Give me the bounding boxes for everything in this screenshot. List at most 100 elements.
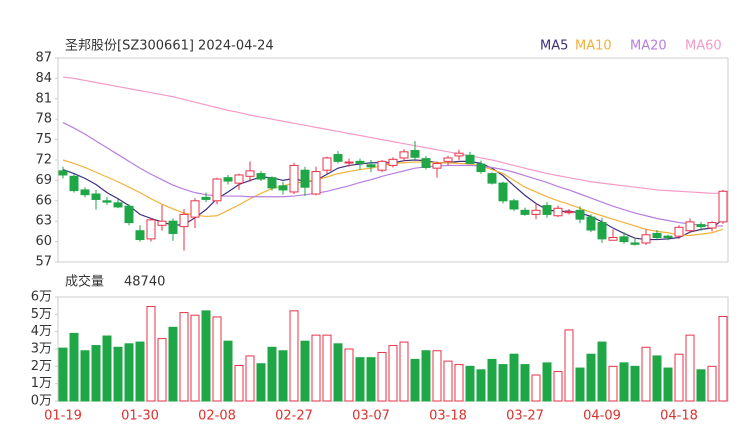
y-tick-label: 6万 bbox=[31, 290, 52, 305]
candle-body bbox=[80, 189, 90, 196]
candle-body bbox=[168, 220, 178, 234]
y-tick-label: 0万 bbox=[31, 394, 52, 409]
candle-body bbox=[333, 154, 343, 162]
candle-body bbox=[146, 219, 156, 240]
volume-bar bbox=[465, 365, 475, 402]
candle-body bbox=[366, 164, 376, 168]
volume-bar bbox=[641, 346, 651, 402]
volume-bar bbox=[542, 362, 552, 402]
volume-bar bbox=[476, 369, 486, 402]
candle-body bbox=[300, 169, 310, 188]
candle-body bbox=[674, 226, 684, 237]
candle-body bbox=[465, 154, 475, 164]
candle-body bbox=[157, 220, 167, 226]
candle-body bbox=[278, 185, 288, 191]
candle-body bbox=[388, 158, 398, 166]
volume-bar bbox=[410, 358, 420, 402]
legend-entry: MA20 bbox=[630, 39, 667, 54]
volume-bar bbox=[102, 335, 112, 402]
chart-title: 圣邦股份[SZ300661] 2024-04-24 bbox=[65, 39, 274, 54]
ma-line bbox=[62, 76, 723, 194]
volume-bar bbox=[344, 348, 354, 402]
x-tick-label: 03-18 bbox=[429, 409, 467, 424]
y-tick-label: 63 bbox=[35, 214, 52, 229]
candle-body bbox=[102, 200, 112, 203]
y-tick-label: 78 bbox=[35, 112, 52, 127]
y-tick-label: 1万 bbox=[31, 376, 52, 391]
candle-body bbox=[212, 178, 222, 202]
volume-bar bbox=[256, 363, 266, 402]
candle-body bbox=[135, 230, 145, 241]
x-tick-label: 02-27 bbox=[275, 409, 313, 424]
candle-body bbox=[498, 182, 508, 202]
y-tick-label: 5万 bbox=[31, 307, 52, 322]
volume-bar bbox=[487, 358, 497, 402]
volume-bar bbox=[608, 365, 618, 402]
candle-body bbox=[619, 236, 629, 243]
candle-body bbox=[652, 232, 662, 239]
x-tick-label: 02-08 bbox=[198, 409, 236, 424]
volume-bar bbox=[685, 334, 695, 402]
volume-bar bbox=[520, 364, 530, 402]
y-tick-label: 75 bbox=[35, 132, 52, 147]
legend-entry: MA60 bbox=[685, 39, 722, 54]
volume-bar bbox=[564, 329, 574, 402]
ma-line bbox=[62, 122, 723, 227]
y-tick-label: 84 bbox=[35, 71, 52, 86]
candle-body bbox=[179, 213, 189, 228]
volume-bar bbox=[432, 350, 442, 402]
volume-bar bbox=[278, 350, 288, 402]
volume-bar bbox=[696, 369, 706, 402]
x-tick-label: 04-09 bbox=[583, 409, 621, 424]
volume-bar bbox=[619, 362, 629, 402]
candle-body bbox=[91, 193, 101, 200]
candle-body bbox=[124, 205, 134, 224]
candle-body bbox=[542, 205, 552, 215]
candle-body bbox=[553, 207, 563, 217]
y-tick-label: 72 bbox=[35, 153, 52, 168]
volume-bar bbox=[80, 350, 90, 402]
legend-entry: MA5 bbox=[540, 39, 568, 54]
candle-body bbox=[531, 209, 541, 215]
volume-bar bbox=[267, 346, 277, 402]
candle-body bbox=[575, 209, 585, 220]
volume-bar bbox=[674, 353, 684, 402]
candle-body bbox=[311, 171, 321, 195]
candle-body bbox=[509, 200, 519, 210]
y-tick-label: 3万 bbox=[31, 342, 52, 357]
candle-body bbox=[454, 152, 464, 157]
volume-bar bbox=[58, 347, 68, 402]
volume-bar bbox=[553, 371, 563, 402]
candle-body bbox=[641, 234, 651, 244]
volume-bar bbox=[289, 310, 299, 402]
volume-bar bbox=[652, 355, 662, 402]
candle-body bbox=[58, 170, 68, 176]
volume-bar bbox=[322, 334, 332, 402]
volume-bar bbox=[300, 340, 310, 402]
candle-body bbox=[113, 202, 123, 208]
volume-bar bbox=[179, 312, 189, 402]
volume-bar bbox=[135, 341, 145, 402]
volume-bar bbox=[454, 364, 464, 402]
volume-bar bbox=[124, 343, 134, 402]
candle-body bbox=[564, 211, 574, 214]
x-tick-label: 01-30 bbox=[121, 409, 159, 424]
y-tick-label: 60 bbox=[35, 234, 52, 249]
candle-body bbox=[520, 209, 530, 215]
volume-bar bbox=[157, 338, 167, 402]
candle-body bbox=[190, 200, 200, 218]
y-tick-label: 66 bbox=[35, 193, 52, 208]
volume-bar bbox=[190, 314, 200, 402]
volume-bar bbox=[366, 357, 376, 402]
candle-body bbox=[399, 151, 409, 159]
y-tick-label: 2万 bbox=[31, 359, 52, 374]
y-tick-label: 4万 bbox=[31, 324, 52, 339]
candle-body bbox=[201, 196, 211, 200]
candle-body bbox=[707, 222, 717, 229]
volume-bar bbox=[630, 365, 640, 402]
volume-bar bbox=[509, 353, 519, 402]
volume-bar bbox=[498, 364, 508, 402]
candle-body bbox=[256, 173, 266, 180]
volume-bar bbox=[69, 332, 79, 402]
candle-body bbox=[630, 242, 640, 245]
